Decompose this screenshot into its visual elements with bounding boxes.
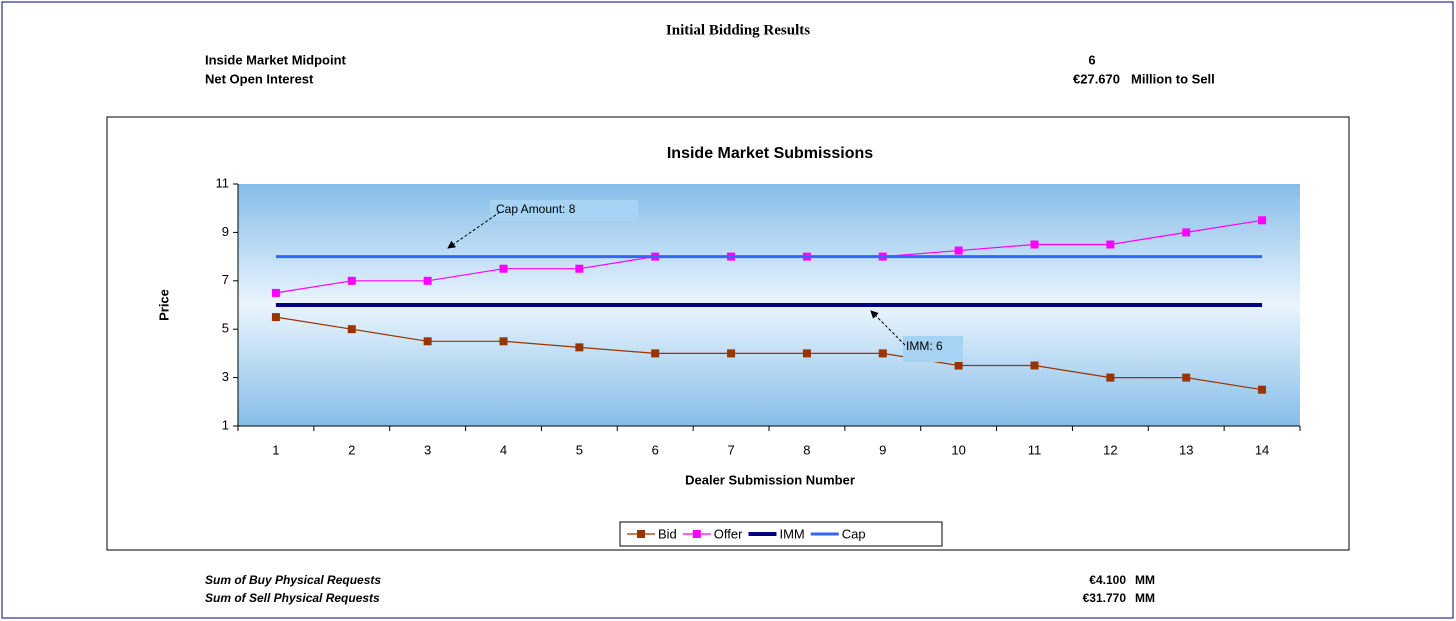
footer-value: €4.100 (1089, 573, 1126, 587)
footer-unit: MM (1135, 573, 1155, 587)
footer-value: €31.770 (1083, 591, 1127, 605)
legend-label: Cap (842, 526, 866, 541)
marker (1106, 240, 1115, 249)
marker (954, 361, 963, 370)
marker (1106, 373, 1115, 382)
annotation-box (490, 200, 638, 221)
annotation-arrow (870, 310, 906, 346)
row-label: Net Open Interest (205, 71, 314, 86)
marker (1258, 216, 1267, 225)
chart-title: Inside Market Submissions (667, 145, 873, 162)
y-axis-title: Price (156, 289, 171, 321)
marker (1030, 361, 1039, 370)
marker (347, 276, 356, 285)
marker (271, 288, 280, 297)
legend (619, 521, 943, 547)
x-tick-label: 6 (652, 442, 659, 457)
x-tick-label: 14 (1255, 442, 1269, 457)
x-tick-label: 1 (272, 442, 279, 457)
row-unit: Million to Sell (1131, 71, 1215, 86)
marker (575, 343, 584, 352)
marker (727, 349, 736, 358)
marker (423, 276, 432, 285)
y-tick-label: 5 (222, 321, 229, 336)
row-value: €27.670 (1073, 71, 1120, 86)
report-title: Initial Bidding Results (666, 22, 810, 38)
annotation: IMM: 6 (906, 339, 943, 353)
legend-label: IMM (779, 526, 804, 541)
legend-marker (637, 530, 645, 538)
marker (954, 246, 963, 255)
x-tick-label: 5 (576, 442, 583, 457)
y-tick-label: 1 (222, 417, 229, 432)
x-tick-label: 8 (803, 442, 810, 457)
marker (651, 349, 660, 358)
x-tick-label: 13 (1179, 442, 1193, 457)
marker (499, 337, 508, 346)
footer-label: Sum of Buy Physical Requests (205, 573, 381, 587)
marker (347, 325, 356, 334)
row-label: Inside Market Midpoint (205, 52, 347, 67)
x-tick-label: 10 (951, 442, 965, 457)
series-line (275, 316, 1263, 391)
x-axis-title: Dealer Submission Number (685, 472, 855, 487)
marker (271, 313, 280, 322)
marker (499, 264, 508, 273)
y-tick-label: 11 (216, 175, 230, 190)
legend-label: Offer (714, 526, 743, 541)
x-tick-label: 11 (1028, 442, 1042, 457)
footer-label: Sum of Sell Physical Requests (205, 591, 380, 605)
y-tick-label: 7 (222, 272, 229, 287)
x-tick-label: 2 (348, 442, 355, 457)
annotation: Cap Amount: 8 (496, 202, 576, 216)
y-tick-label: 3 (222, 369, 229, 384)
annotation-box (903, 336, 963, 362)
marker (575, 264, 584, 273)
legend-label: Bid (658, 526, 677, 541)
marker (1182, 228, 1191, 237)
x-tick-label: 4 (500, 442, 507, 457)
x-tick-label: 3 (424, 442, 431, 457)
row-value: 6 (1088, 52, 1095, 67)
marker (878, 349, 887, 358)
y-tick-label: 9 (222, 224, 229, 239)
marker (1258, 385, 1267, 394)
x-tick-label: 7 (727, 442, 734, 457)
marker (1182, 373, 1191, 382)
marker (423, 337, 432, 346)
footer-unit: MM (1135, 591, 1155, 605)
x-tick-label: 12 (1103, 442, 1117, 457)
marker (1030, 240, 1039, 249)
x-tick-label: 9 (879, 442, 886, 457)
legend-marker (692, 530, 701, 538)
marker (802, 349, 811, 358)
annotation-arrow (447, 211, 501, 249)
